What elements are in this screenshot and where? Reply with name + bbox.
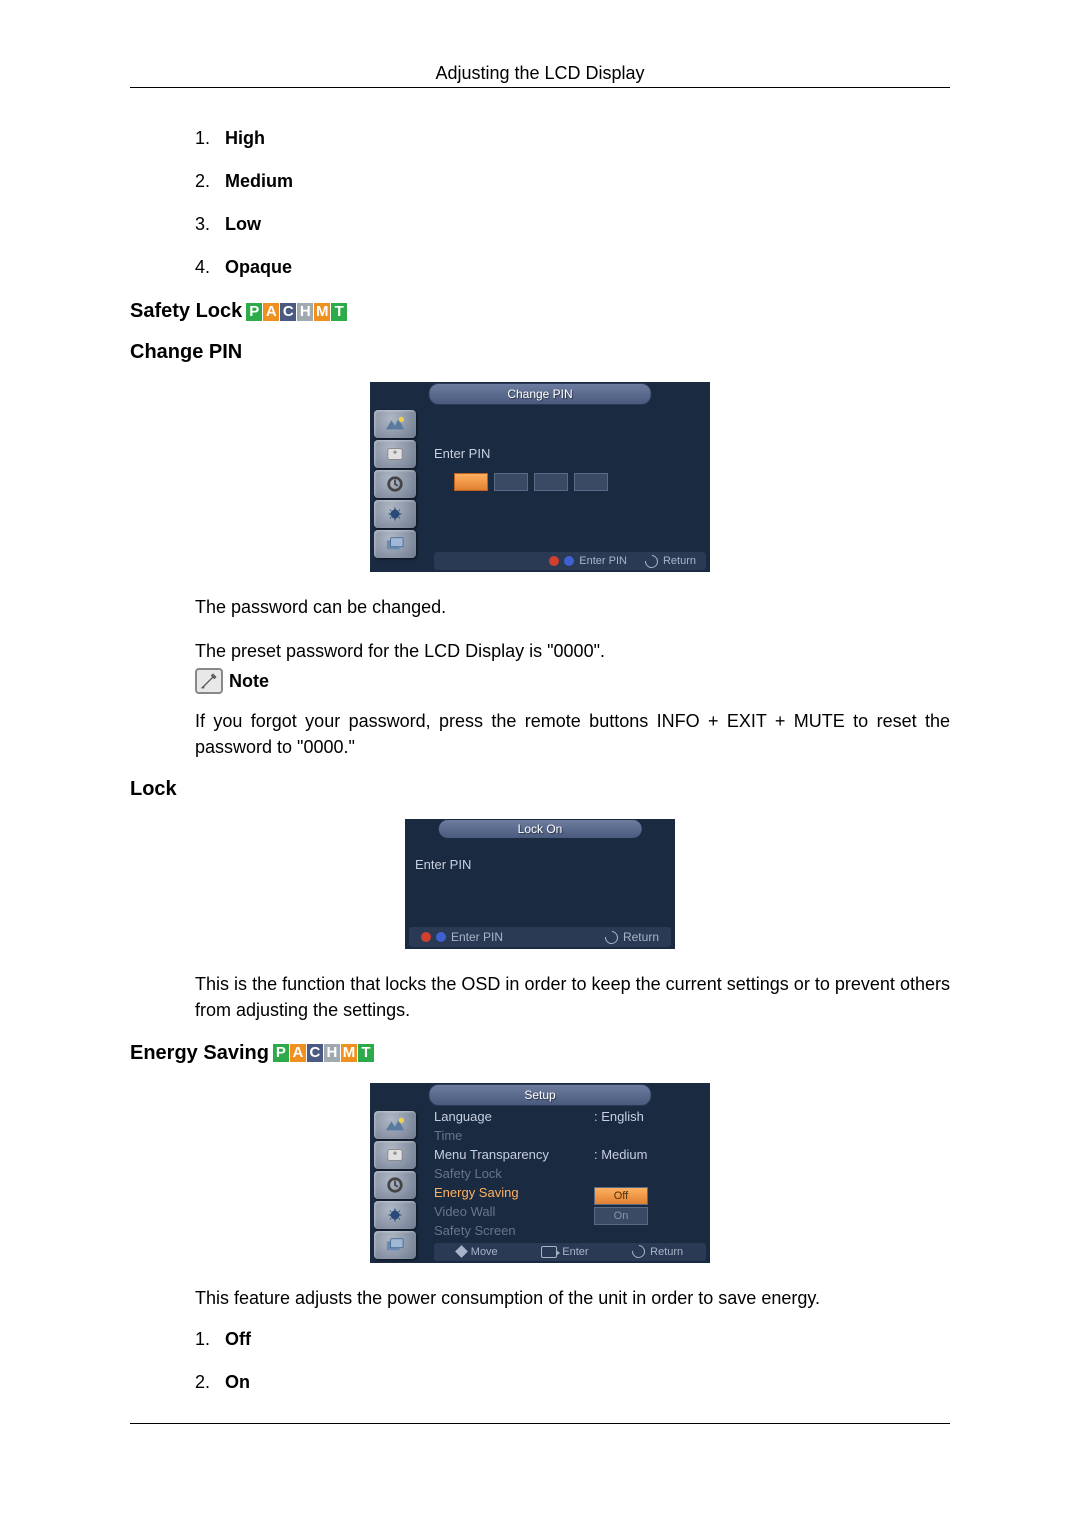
- badge-m: M: [314, 303, 330, 321]
- change-pin-osd-wrap: Change PIN Enter PIN Enter PINReturn: [130, 382, 950, 572]
- osd-tab: [374, 1231, 416, 1259]
- note-row: Note: [130, 668, 950, 694]
- osd-menu-row: Menu Transparency: Medium: [434, 1145, 706, 1164]
- osd-footer: Enter PINReturn: [409, 927, 671, 947]
- badge-h: H: [297, 303, 313, 321]
- osd-tab: [374, 1141, 416, 1169]
- osd-footer: MoveEnterReturn: [434, 1243, 706, 1261]
- lock-heading: Lock: [130, 778, 950, 801]
- change-pin-para1: The password can be changed.: [130, 594, 950, 620]
- pin-box: [454, 473, 488, 491]
- osd-menu-row: Video Wall: [434, 1202, 706, 1221]
- change-pin-heading: Change PIN: [130, 341, 950, 364]
- badge-row-es: PACHMT: [273, 1044, 374, 1062]
- energy-saving-osd: Setup Language: EnglishTimeMenu Transpar…: [370, 1083, 710, 1263]
- list-item: 1.Off: [195, 1329, 950, 1350]
- osd-menu-row: Time: [434, 1126, 706, 1145]
- osd-tab: [374, 440, 416, 468]
- osd-main: Enter PIN: [434, 406, 706, 550]
- osd-footer: Enter PINReturn: [434, 552, 706, 570]
- energy-saving-osd-wrap: Setup Language: EnglishTimeMenu Transpar…: [130, 1083, 950, 1263]
- safety-lock-heading: Safety Lock PACHMT: [130, 300, 950, 323]
- pin-box: [534, 473, 568, 491]
- badge-c: C: [280, 303, 296, 321]
- osd-tab: [374, 410, 416, 438]
- note-icon: [195, 668, 223, 694]
- badge-t: T: [358, 1044, 374, 1062]
- osd-title: Change PIN: [429, 383, 652, 405]
- osd-tab: [374, 470, 416, 498]
- list-item: 2.On: [195, 1372, 950, 1393]
- osd-option: On: [594, 1207, 648, 1225]
- footer-rule: [130, 1423, 950, 1424]
- osd-menu-row: Language: English: [434, 1107, 706, 1126]
- change-pin-para2: The preset password for the LCD Display …: [130, 638, 950, 664]
- badge-c: C: [307, 1044, 323, 1062]
- badge-h: H: [324, 1044, 340, 1062]
- badge-p: P: [246, 303, 262, 321]
- energy-saving-text: Energy Saving: [130, 1042, 269, 1065]
- osd-body: Enter PIN: [415, 845, 665, 925]
- osd-sidebar: [374, 408, 430, 568]
- note-text-body: If you forgot your password, press the r…: [130, 708, 950, 760]
- note-label: Note: [229, 671, 269, 692]
- osd-title: Lock On: [439, 820, 642, 838]
- list-item: 3.Low: [195, 214, 950, 235]
- badge-m: M: [341, 1044, 357, 1062]
- osd-menu-row: Energy Saving: [434, 1183, 706, 1202]
- page-header: Adjusting the LCD Display: [130, 60, 950, 87]
- list-item: 1.High: [195, 128, 950, 149]
- osd-menu-row: Safety Screen: [434, 1221, 706, 1240]
- osd-title: Setup: [429, 1084, 652, 1106]
- osd-main: Language: EnglishTimeMenu Transparency: …: [434, 1107, 706, 1241]
- list-item: 2.Medium: [195, 171, 950, 192]
- osd-tab: [374, 1111, 416, 1139]
- badge-a: A: [263, 303, 279, 321]
- energy-saving-para: This feature adjusts the power consumpti…: [130, 1285, 950, 1311]
- badge-row: PACHMT: [246, 303, 347, 321]
- osd-sidebar: [374, 1109, 430, 1259]
- osd-menu-row: Safety Lock: [434, 1164, 706, 1183]
- badge-a: A: [290, 1044, 306, 1062]
- osd-tab: [374, 530, 416, 558]
- lock-para: This is the function that locks the OSD …: [130, 971, 950, 1023]
- page: Adjusting the LCD Display 1.High 2.Medium…: [0, 0, 1080, 1484]
- energy-saving-heading: Energy Saving PACHMT: [130, 1042, 950, 1065]
- osd-tab: [374, 1171, 416, 1199]
- change-pin-osd: Change PIN Enter PIN Enter PINReturn: [370, 382, 710, 572]
- safety-lock-text: Safety Lock: [130, 300, 242, 323]
- osd-tab: [374, 1201, 416, 1229]
- list-item: 4.Opaque: [195, 257, 950, 278]
- lock-osd: Lock On Enter PIN Enter PINReturn: [405, 819, 675, 949]
- transparency-list: 1.High 2.Medium 3.Low 4.Opaque: [130, 128, 950, 278]
- osd-option: Off: [594, 1187, 648, 1205]
- pin-box: [574, 473, 608, 491]
- pin-box: [494, 473, 528, 491]
- osd-tab: [374, 500, 416, 528]
- badge-p: P: [273, 1044, 289, 1062]
- lock-osd-wrap: Lock On Enter PIN Enter PINReturn: [130, 819, 950, 949]
- badge-t: T: [331, 303, 347, 321]
- energy-saving-list: 1.Off 2.On: [130, 1329, 950, 1393]
- content: 1.High 2.Medium 3.Low 4.Opaque Safety Lock …: [130, 88, 950, 1393]
